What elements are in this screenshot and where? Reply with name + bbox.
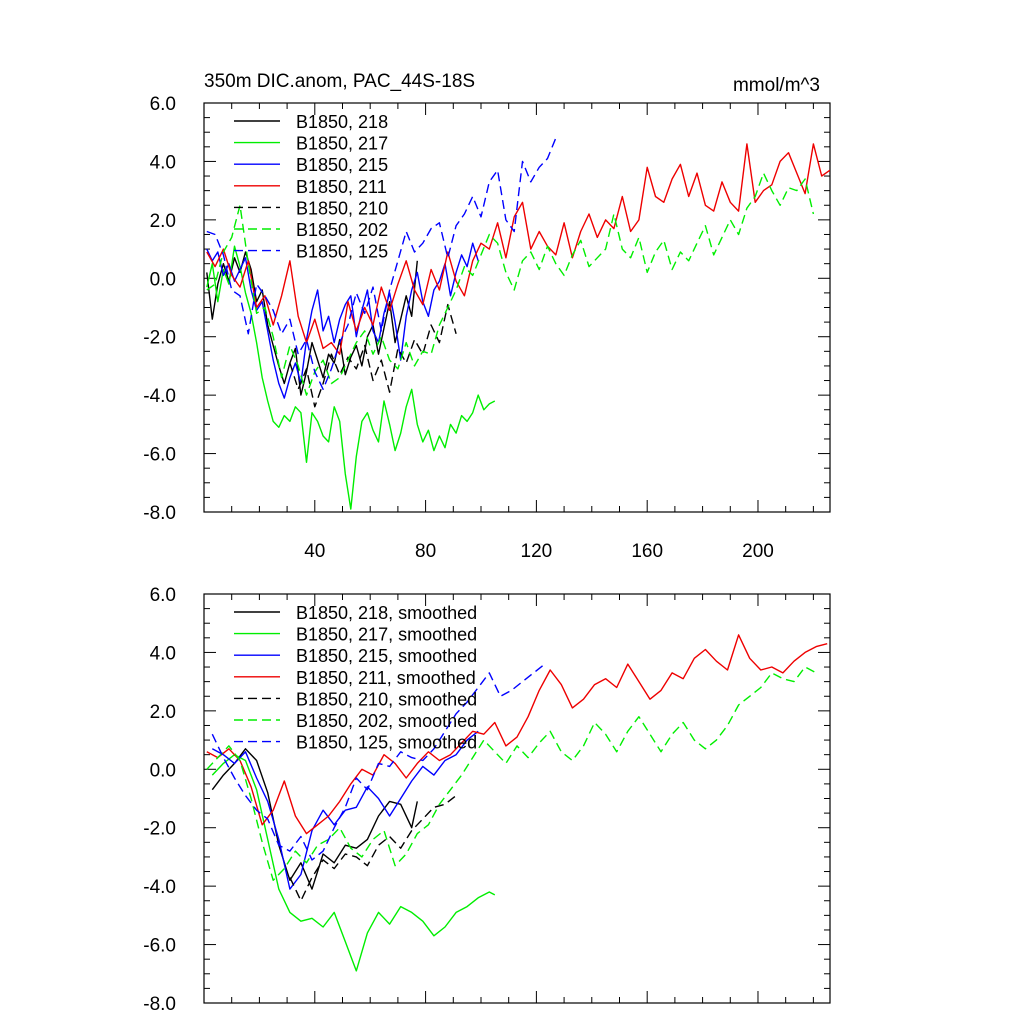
y-tick-label: -8.0 [143, 503, 176, 524]
y-tick-label: 4.0 [150, 152, 176, 173]
x-tick-label: 160 [631, 541, 663, 562]
legend-label-1: B1850, 218, smoothed [296, 603, 477, 623]
y-tick-label: -6.0 [143, 936, 176, 957]
units-label: mmol/m^3 [733, 75, 820, 96]
series-line-4 [206, 143, 830, 355]
legend-label-7: B1850, 125, smoothed [296, 733, 477, 753]
legend-label-4: B1850, 211, smoothed [296, 668, 476, 688]
series-line-7 [206, 137, 557, 390]
x-tick-label: 120 [521, 541, 553, 562]
y-tick-label: -4.0 [143, 386, 176, 407]
legend-label-1: B1850, 218 [296, 112, 388, 132]
series-line-6 [206, 666, 817, 881]
x-tick-label: 40 [304, 541, 325, 562]
legend-label-2: B1850, 217, smoothed [296, 625, 477, 645]
series-line-4 [206, 634, 828, 835]
legend-label-6: B1850, 202, smoothed [296, 711, 477, 731]
x-tick-label: 80 [415, 541, 436, 562]
y-tick-label: -4.0 [143, 877, 176, 898]
y-tick-label: 0.0 [150, 269, 176, 290]
legend-label-5: B1850, 210 [296, 198, 388, 218]
series-line-5 [289, 795, 457, 902]
y-tick-label: 0.0 [150, 760, 176, 781]
legend-label-3: B1850, 215 [296, 155, 388, 175]
series-group [206, 137, 830, 510]
series-line-1 [211, 748, 418, 890]
legend-label-2: B1850, 217 [296, 134, 388, 154]
chart-panel-2: 6.0 4.0 2.0 0.0 -2.0 -4.0 -6.0 -8.0 B1850, 218, … [143, 585, 831, 1015]
series-line-2 [211, 754, 496, 972]
y-tick-label: 4.0 [150, 643, 176, 664]
series-line-2 [206, 245, 496, 510]
y-tick-label: 6.0 [150, 94, 176, 115]
series-line-7 [211, 663, 546, 861]
legend-label-5: B1850, 210, smoothed [296, 689, 477, 709]
legend-label-3: B1850, 215, smoothed [296, 646, 477, 666]
chart-panel-1: 6.0 4.0 2.0 0.0 -2.0 -4.0 -6.0 -8.0 40 80 120 160 20… [143, 71, 831, 562]
y-tick-label: 6.0 [150, 585, 176, 606]
legend-label-7: B1850, 125 [296, 242, 388, 262]
chart-title: 350m DIC.anom, PAC_44S-18S [204, 71, 475, 92]
legend-label-6: B1850, 202 [296, 220, 388, 240]
y-tick-label: 2.0 [150, 211, 176, 232]
series-line-3 [206, 242, 479, 399]
y-tick-label: -8.0 [143, 994, 176, 1015]
y-tick-label: 2.0 [150, 702, 176, 723]
y-tick-label: -2.0 [143, 328, 176, 349]
x-tick-label: 200 [742, 541, 774, 562]
series-line-6 [206, 172, 815, 396]
series-group [206, 634, 828, 972]
y-tick-label: -6.0 [143, 445, 176, 466]
y-tick-label: -2.0 [143, 819, 176, 840]
series-line-3 [211, 730, 479, 890]
legend-label-4: B1850, 211 [296, 177, 387, 197]
series-line-5 [289, 303, 457, 408]
